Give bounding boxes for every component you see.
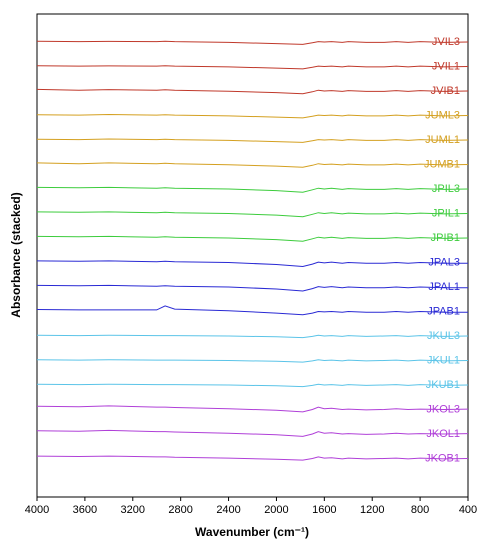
series-label-jkul1: JKUL1 (427, 355, 460, 367)
series-label-jpal1: JPAL1 (428, 281, 460, 293)
plot-frame (36, 13, 469, 498)
series-label-jkob1: JKOB1 (425, 453, 460, 465)
series-line-jumb1 (36, 162, 469, 168)
series-line-jkob1 (36, 455, 469, 461)
series-label-juml3: JUML3 (425, 110, 460, 122)
x-tick-label-4000: 4000 (25, 504, 49, 516)
series-label-jkub1: JKUB1 (426, 379, 460, 391)
x-tick-label-3600: 3600 (73, 504, 97, 516)
series-line-jpil1 (36, 211, 469, 218)
x-tick-label-3200: 3200 (121, 504, 145, 516)
x-tick-label-1200: 1200 (360, 504, 384, 516)
series-label-jkul3: JKUL3 (427, 330, 460, 342)
series-label-jumb1: JUMB1 (424, 159, 460, 171)
x-tick-label-2800: 2800 (168, 504, 192, 516)
x-tick-label-1600: 1600 (312, 504, 336, 516)
series-line-jpal3 (36, 260, 468, 268)
series-line-jkul1 (36, 359, 469, 363)
x-tick-label-2000: 2000 (264, 504, 288, 516)
series-line-jkol1 (36, 429, 469, 437)
series-label-jpab1: JPAB1 (427, 306, 460, 318)
series-line-jvil3 (36, 40, 469, 45)
series-label-juml1: JUML1 (425, 134, 460, 146)
series-label-jvil1: JVIL1 (432, 61, 460, 73)
series-label-jpal3: JPAL3 (428, 257, 460, 269)
series-label-jpib1: JPIB1 (431, 232, 460, 244)
series-label-jkol1: JKOL1 (426, 428, 460, 440)
series-label-jpil3: JPIL3 (432, 183, 460, 195)
series-layer (36, 40, 469, 461)
series-line-jpab1 (36, 305, 468, 316)
series-line-juml1 (36, 138, 469, 143)
x-tick-label-400: 400 (459, 504, 477, 516)
series-line-jvib1 (36, 88, 469, 95)
series-label-jkol3: JKOL3 (426, 404, 460, 416)
x-tick-label-800: 800 (411, 504, 429, 516)
series-label-jvil3: JVIL3 (432, 36, 460, 48)
series-line-jkul3 (36, 334, 469, 339)
series-line-jvil1 (36, 65, 469, 70)
series-line-jpil3 (36, 186, 469, 193)
x-axis-title: Wavenumber (cm⁻¹) (195, 525, 309, 539)
x-tick-label-2400: 2400 (216, 504, 240, 516)
y-axis-title: Absorbance (stacked) (9, 192, 23, 317)
series-line-jkub1 (36, 383, 469, 388)
series-line-jkol3 (36, 405, 469, 413)
series-line-juml3 (36, 113, 469, 119)
series-label-layer: JVIL3 JVIL1 JVIB1 JUML3 JUML1 JUMB1 JPIL3 JPIL1… (424, 36, 460, 465)
series-label-jvib1: JVIB1 (431, 85, 460, 97)
series-label-jpil1: JPIL1 (432, 208, 460, 220)
series-line-jpib1 (36, 235, 469, 242)
series-line-jpal1 (36, 284, 468, 292)
x-axis-ticks: 4000 3600 3200 2800 2400 2000 1600 1200 800 400 (25, 497, 477, 516)
